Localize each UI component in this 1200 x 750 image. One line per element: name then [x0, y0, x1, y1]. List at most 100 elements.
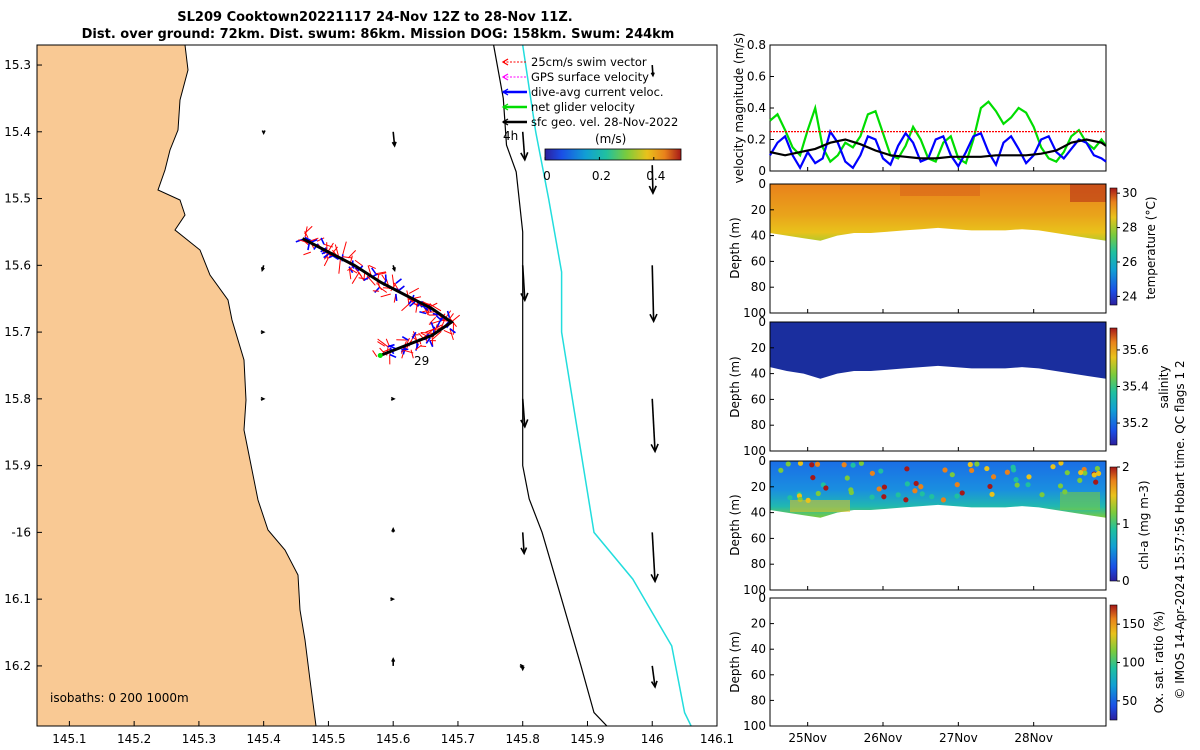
- map-y-tick-label: 15.9: [4, 459, 31, 473]
- date-tick-label: 25Nov: [788, 731, 827, 745]
- geo-vector-shaft: [521, 398, 526, 427]
- geo-vector-head: [260, 267, 265, 272]
- legend-arrowhead: [501, 88, 509, 96]
- velocity-y-ticks: 0 0.2 0.4 0.6 0.8: [747, 38, 1035, 178]
- swim-vector: [304, 226, 308, 238]
- cb-tick-label: 1: [1122, 517, 1130, 531]
- current-vector: [435, 314, 442, 321]
- salinity-colorbar: [1109, 327, 1118, 446]
- current-vector: [389, 353, 397, 359]
- depth-y-tick-label: 100: [743, 719, 766, 733]
- chla-dot: [904, 466, 910, 472]
- map-x-tick-label: 145.8: [506, 732, 540, 746]
- chla-dot: [919, 491, 925, 497]
- legend-arrowhead: [501, 118, 509, 126]
- salinity-colorbar-ticks: 35.2 35.4 35.6: [1117, 343, 1149, 430]
- salinity-cb-label: salinity: [1157, 365, 1171, 408]
- map-frame: [36, 44, 718, 727]
- oxygen-panel: 0 20 40 60 80 100 25Nov 26Nov 27Nov 28Nov Depth …: [728, 591, 1166, 745]
- swim-vector: [334, 244, 339, 256]
- chla-dot: [1082, 470, 1088, 476]
- temperature-ylabel: Depth (m): [728, 217, 742, 278]
- chla-dot: [912, 488, 918, 494]
- depth-y-tick-label: 0: [758, 591, 766, 605]
- geo-vector-head: [391, 527, 396, 532]
- temperature-frame-border: [769, 183, 1107, 314]
- current-vector: [436, 320, 441, 328]
- velocity-y-tick-label: 0.4: [747, 101, 766, 115]
- geo-vector-head: [648, 185, 657, 196]
- temperature-colorbar: [1109, 187, 1118, 306]
- chla-dot: [990, 474, 997, 480]
- oxygen-x-ticks: 25Nov 26Nov 27Nov 28Nov: [788, 731, 1053, 745]
- velocity-panel: 0 0.2 0.4 0.6 0.8 velocity magnitude (m/s): [732, 33, 1107, 183]
- geo-vector-head: [520, 292, 529, 303]
- geo-vector-head: [520, 666, 525, 672]
- current-vector: [409, 301, 416, 307]
- swim-vector: [426, 328, 436, 333]
- chla-dot: [940, 497, 947, 503]
- chla-dot: [823, 485, 829, 491]
- depth-y-tick-label: 0: [758, 454, 766, 468]
- chla-dot: [954, 482, 960, 488]
- swim-vector: [377, 338, 389, 348]
- depth-y-tick-label: 80: [751, 557, 766, 571]
- chla-dot: [1057, 483, 1064, 489]
- chla-dot: [1050, 464, 1056, 470]
- current-vector: [429, 340, 434, 348]
- chla-dot: [974, 461, 980, 467]
- chla-dot: [778, 467, 784, 473]
- temperature-y-ticks: 0 20 40 60 80 100: [743, 177, 1035, 320]
- current-vector: [395, 293, 398, 302]
- chla-dot: [1013, 477, 1019, 483]
- oxygen-cb-label: Ox. sat. ratio (%): [1152, 611, 1166, 713]
- swim-vector: [342, 241, 347, 255]
- chla-dot: [809, 462, 815, 468]
- current-vector: [320, 237, 325, 245]
- map-x-tick-label: 145.5: [311, 732, 345, 746]
- chla-dot: [881, 484, 888, 490]
- velocity-series: [769, 100, 1107, 171]
- velocity-series-line-0: [769, 100, 1107, 165]
- geo-vector-head: [260, 396, 266, 401]
- temperature-field: [770, 184, 1106, 241]
- cb-tick-label: 0: [1122, 574, 1130, 588]
- chla-dot: [989, 491, 995, 497]
- chla-dot: [954, 493, 960, 499]
- depth-y-tick-label: 20: [751, 480, 766, 494]
- chla-ylabel: Depth (m): [728, 494, 742, 555]
- geo-velocity-vectors: [260, 64, 659, 689]
- geo-vector-head: [391, 267, 396, 272]
- chla-dot: [1064, 470, 1070, 476]
- current-vector: [304, 236, 312, 242]
- swim-vector: [327, 242, 334, 252]
- swim-vector: [366, 275, 376, 286]
- chla-dot: [1078, 469, 1084, 476]
- map-y-tick-label: -16: [11, 525, 31, 539]
- current-vector: [374, 286, 381, 294]
- legend-label: dive-avg current veloc.: [531, 85, 664, 99]
- swim-vector: [342, 256, 353, 259]
- chla-dot: [942, 467, 948, 473]
- title-line-1: SL209 Cooktown20221117 24-Nov 12Z to 28-…: [177, 10, 572, 25]
- swim-vector: [420, 331, 433, 334]
- date-tick-label: 28Nov: [1014, 731, 1053, 745]
- map-x-ticks: 145.1 145.2 145.3 145.4 145.5 145.6 145.7 145.8…: [52, 721, 734, 746]
- map-x-tick-label: 146.1: [700, 732, 734, 746]
- swim-vector: [429, 303, 442, 312]
- map-y-tick-label: 15.4: [4, 125, 31, 139]
- chla-dot: [869, 494, 875, 500]
- map-x-tick-label: 145.3: [182, 732, 216, 746]
- depth-y-tick-label: 60: [751, 254, 766, 268]
- swim-vector: [303, 251, 312, 256]
- depth-y-tick-label: 40: [751, 506, 766, 520]
- swim-vector: [372, 350, 378, 357]
- map-y-tick-label: 15.8: [4, 392, 31, 406]
- chla-dot: [848, 489, 854, 496]
- geo-vector-head: [650, 573, 659, 584]
- chla-dot: [858, 460, 864, 466]
- current-vector: [411, 331, 417, 339]
- legend-label: net glider velocity: [531, 100, 635, 114]
- temperature-panel: 0 20 40 60 80 100 Depth (m) 24 26 28 30 temperat…: [728, 177, 1158, 320]
